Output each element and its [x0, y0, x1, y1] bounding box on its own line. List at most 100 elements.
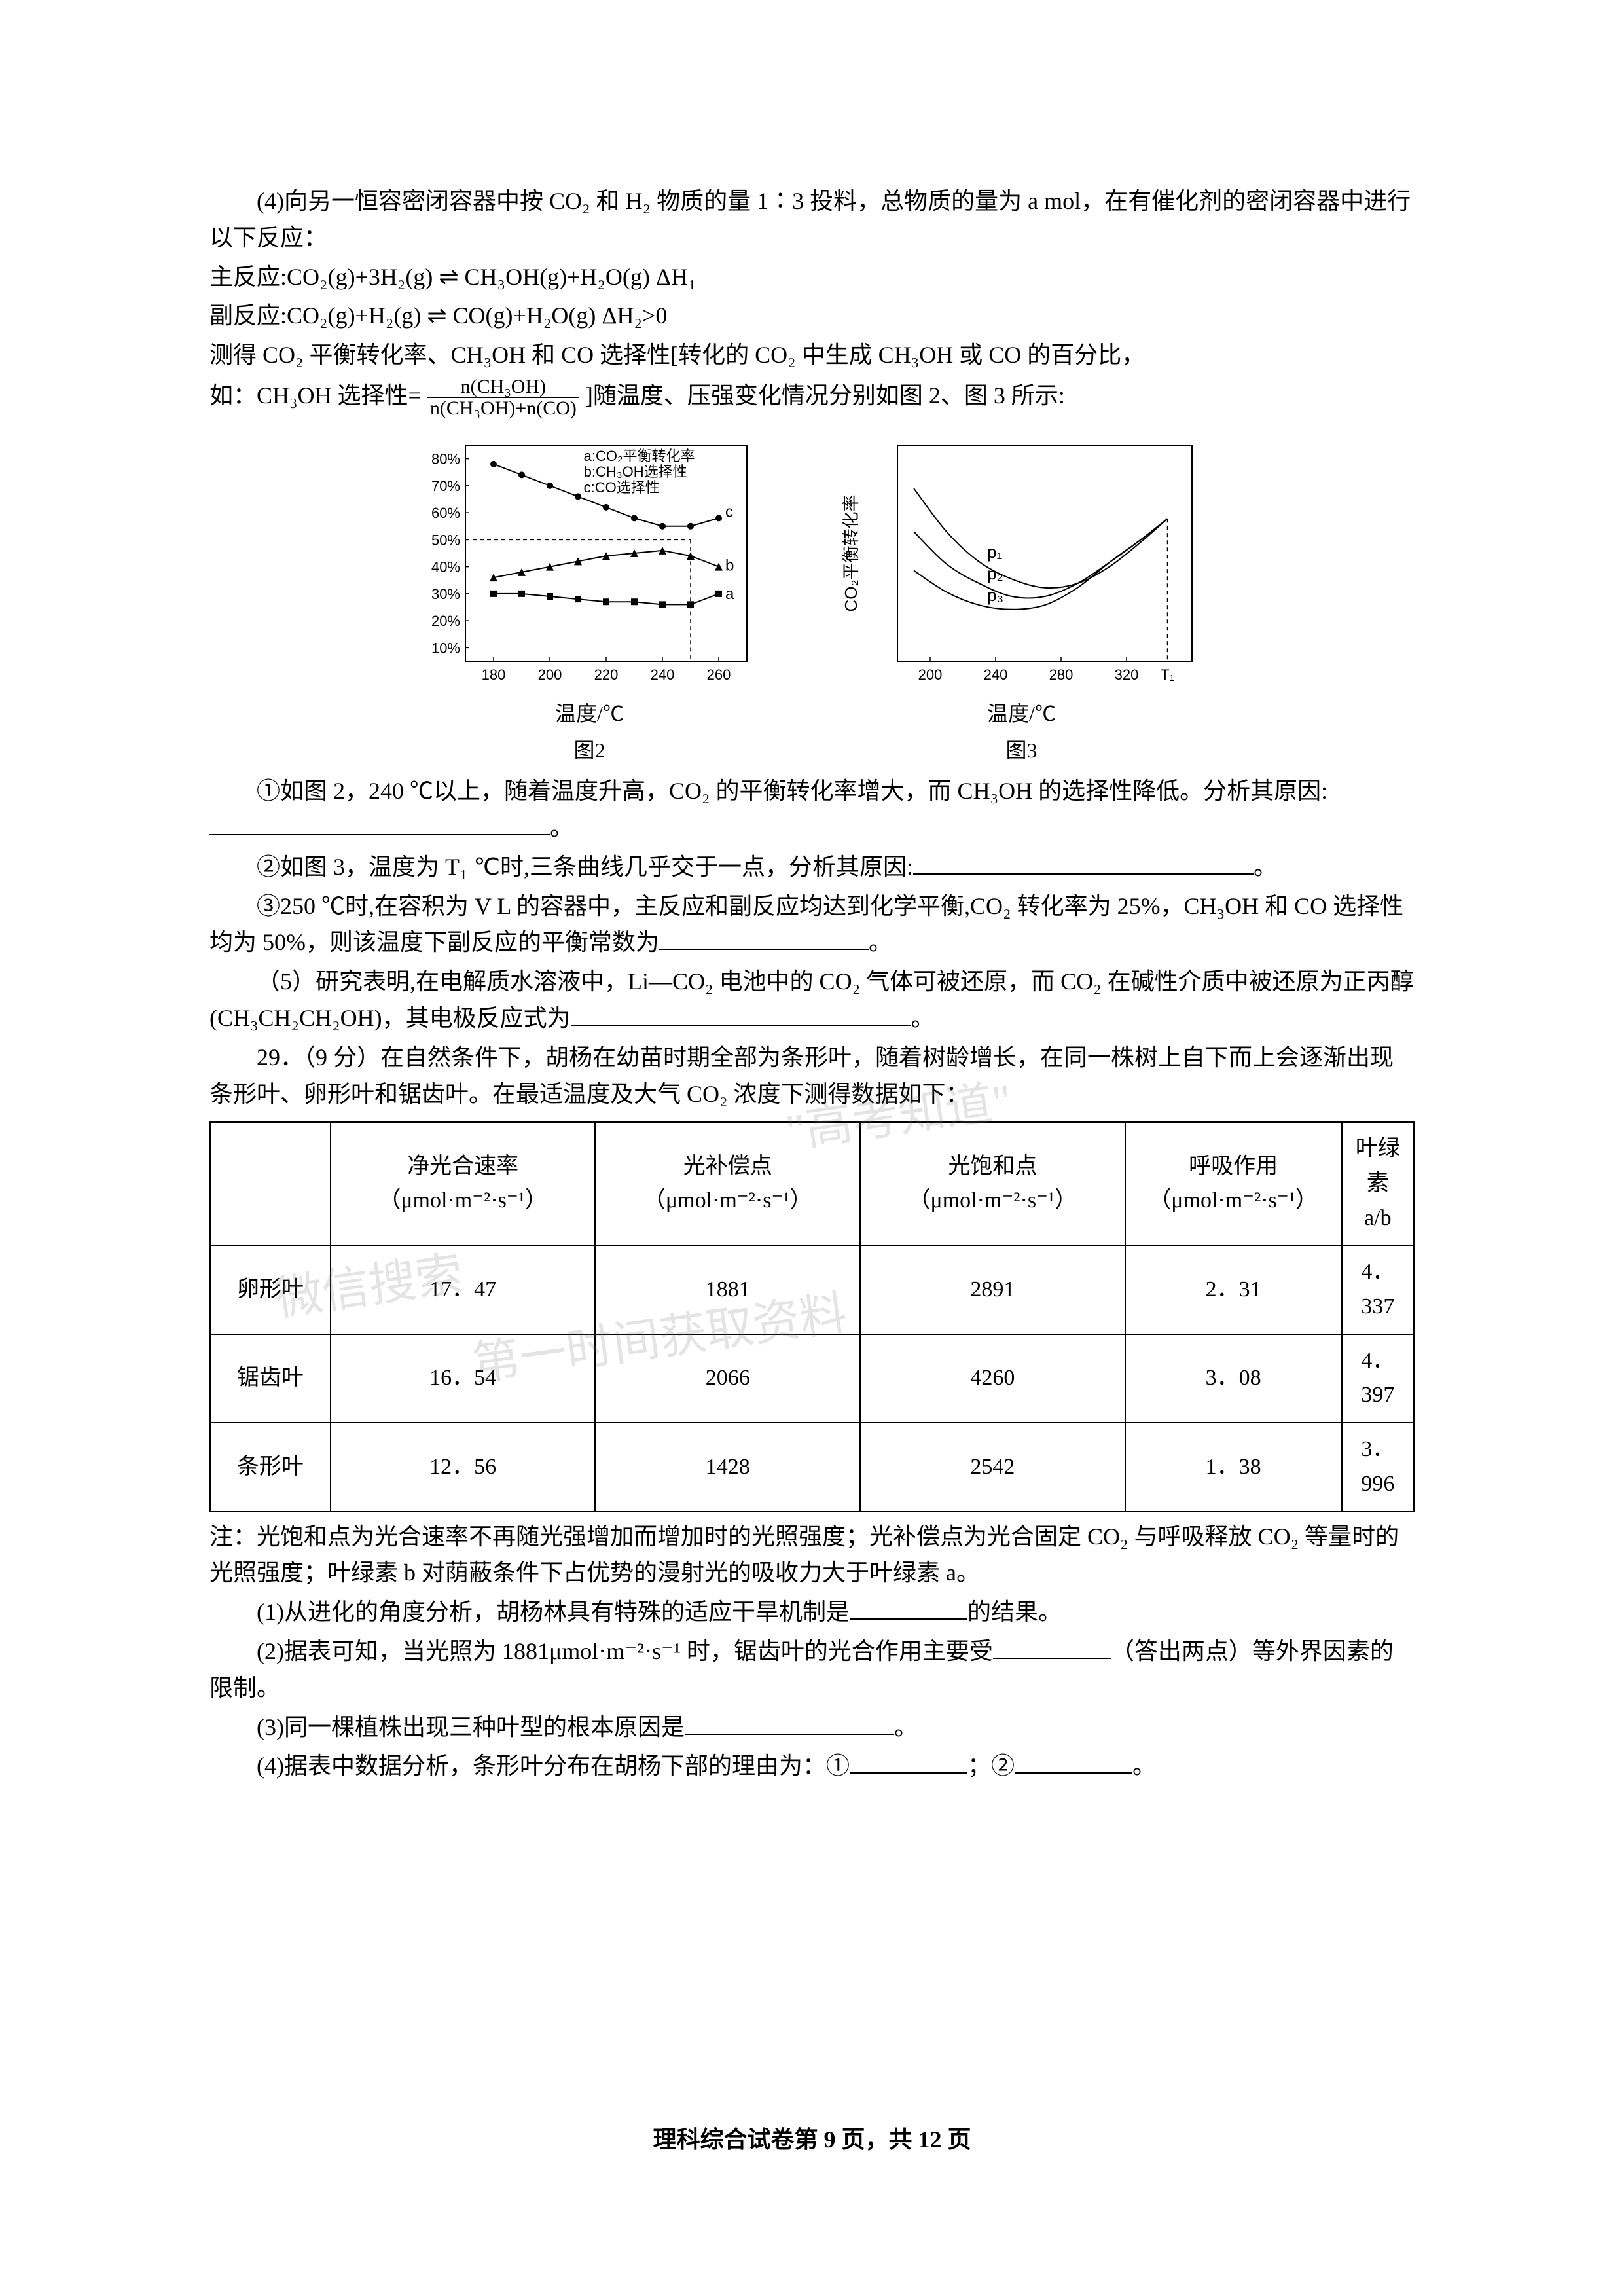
q29-4-a: (4)据表中数据分析，条形叶分布在胡杨下部的理由为：①	[257, 1753, 850, 1779]
svg-text:200: 200	[918, 666, 942, 683]
leaf-data-table: 净光合速率（μmol·m⁻²·s⁻¹）光补偿点（μmol·m⁻²·s⁻¹）光饱和…	[209, 1121, 1415, 1512]
table-header-row: 净光合速率（μmol·m⁻²·s⁻¹）光补偿点（μmol·m⁻²·s⁻¹）光饱和…	[210, 1122, 1414, 1245]
svg-text:220: 220	[594, 666, 618, 683]
q4-2: ②如图 3，温度为 T₁ ℃时,三条曲线几乎交于一点，分析其原因: 。	[209, 849, 1415, 886]
after-frac: ]随温度、压强变化情况分别如图 2、图 3 所示:	[585, 382, 1065, 409]
svg-text:200: 200	[537, 666, 562, 683]
svg-text:20%: 20%	[431, 613, 460, 629]
blank-q29-4a[interactable]	[850, 1749, 967, 1774]
table-col-4: 呼吸作用（μmol·m⁻²·s⁻¹）	[1125, 1122, 1342, 1245]
table-cell: 16．54	[331, 1334, 596, 1423]
svg-text:80%: 80%	[431, 451, 460, 467]
svg-text:320: 320	[1114, 666, 1138, 683]
table-cell: 1．38	[1125, 1423, 1342, 1511]
blank-q4-3[interactable]	[659, 925, 869, 950]
table-cell: 3．996	[1342, 1423, 1414, 1511]
svg-text:50%: 50%	[431, 532, 460, 548]
table-cell: 卵形叶	[210, 1245, 331, 1334]
fraction: n(CH₃OH) n(CH₃OH)+n(CO)	[427, 376, 579, 419]
table-col-1: 净光合速率（μmol·m⁻²·s⁻¹）	[331, 1122, 596, 1245]
main-rxn-label: 主反应:	[209, 264, 287, 290]
table-body: 卵形叶17．47188128912．314．337锯齿叶16．542066426…	[210, 1245, 1414, 1511]
table-cell: 3．08	[1125, 1334, 1342, 1423]
table-col-0	[210, 1122, 331, 1245]
table-cell: 2066	[595, 1334, 860, 1423]
chart2: 10%20%30%40%50%60%70%80%180200220240260a…	[420, 432, 760, 694]
svg-text:60%: 60%	[431, 505, 460, 521]
q4-2-text: ②如图 3，温度为 T₁ ℃时,三条曲线几乎交于一点，分析其原因:	[257, 854, 913, 880]
side-rxn-eq: CO₂(g)+H₂(g) ⇌ CO(g)+H₂O(g) ΔH₂>0	[287, 302, 667, 329]
svg-text:b: b	[725, 557, 734, 575]
chart3-title: 图3	[1005, 735, 1037, 767]
svg-text:p₂: p₂	[987, 564, 1003, 583]
table-cell: 4．337	[1342, 1245, 1414, 1334]
side-rxn: 副反应:CO₂(g)+H₂(g) ⇌ CO(g)+H₂O(g) ΔH₂>0	[209, 298, 1415, 335]
svg-text:T₁: T₁	[1161, 666, 1174, 683]
table-cell: 2891	[860, 1245, 1125, 1334]
svg-text:180: 180	[481, 666, 505, 683]
table-cell: 条形叶	[210, 1423, 331, 1511]
chart2-box: 10%20%30%40%50%60%70%80%180200220240260a…	[420, 432, 760, 767]
table-cell: 锯齿叶	[210, 1334, 331, 1423]
main-rxn: 主反应:CO₂(g)+3H₂(g) ⇌ CH₃OH(g)+H₂O(g) ΔH₁	[209, 259, 1415, 296]
period5: 。	[911, 1005, 935, 1031]
q29-1-a: (1)从进化的角度分析，胡杨林具有特殊的适应干旱机制是	[257, 1599, 850, 1625]
svg-text:70%: 70%	[431, 478, 460, 494]
svg-text:p₁: p₁	[987, 542, 1002, 562]
q29-1-b: 的结果。	[967, 1599, 1062, 1625]
svg-text:30%: 30%	[431, 586, 460, 602]
table-cell: 2542	[860, 1423, 1125, 1511]
blank-q29-3[interactable]	[685, 1710, 894, 1735]
frac-den: n(CH₃OH)+n(CO)	[427, 398, 579, 419]
svg-text:a: a	[725, 585, 734, 603]
blank-q4-5[interactable]	[571, 1001, 911, 1026]
table-cell: 12．56	[331, 1423, 596, 1511]
svg-text:CO₂平衡转化率: CO₂平衡转化率	[841, 494, 861, 611]
q29-2: (2)据表可知，当光照为 1881μmol·m⁻²·s⁻¹ 时，锯齿叶的光合作用…	[209, 1633, 1415, 1707]
svg-text:10%: 10%	[431, 640, 460, 656]
q29-4: (4)据表中数据分析，条形叶分布在胡杨下部的理由为：① ；② 。	[209, 1748, 1415, 1785]
svg-text:240: 240	[650, 666, 674, 683]
s4-intro: (4)向另一恒容密闭容器中按 CO₂ 和 H₂ 物质的量 1∶3 投料，总物质的…	[209, 183, 1415, 257]
table-col-3: 光饱和点（μmol·m⁻²·s⁻¹）	[860, 1122, 1125, 1245]
svg-text:b:CH₃OH选择性: b:CH₃OH选择性	[583, 464, 687, 480]
svg-text:240: 240	[983, 666, 1007, 683]
table-cell: 2．31	[1125, 1245, 1342, 1334]
q29-4-mid: ；②	[967, 1753, 1015, 1779]
sel-label: 如：CH₃OH 选择性=	[209, 382, 422, 409]
table-row: 锯齿叶16．54206642603．084．397	[210, 1334, 1414, 1423]
q29-2-a: (2)据表可知，当光照为 1881μmol·m⁻²·s⁻¹ 时，锯齿叶的光合作用…	[257, 1638, 993, 1664]
table-cell: 1428	[595, 1423, 860, 1511]
chart2-xlabel: 温度/℃	[555, 698, 624, 731]
table-col-2: 光补偿点（μmol·m⁻²·s⁻¹）	[595, 1122, 860, 1245]
period-q29-3: 。	[894, 1714, 918, 1740]
q4-5: （5）研究表明,在电解质水溶液中，Li—CO₂ 电池中的 CO₂ 气体可被还原，…	[209, 964, 1415, 1037]
measured-line: 测得 CO₂ 平衡转化率、CH₃OH 和 CO 选择性[转化的 CO₂ 中生成 …	[209, 337, 1415, 374]
q29-3: (3)同一棵植株出现三种叶型的根本原因是。	[209, 1709, 1415, 1746]
blank-q4-2[interactable]	[913, 850, 1254, 875]
svg-text:a:CO₂平衡转化率: a:CO₂平衡转化率	[583, 448, 695, 464]
chart3: 200 240 280 320 T₁ CO₂平衡转化率 p₁ p₂ p₃	[839, 432, 1205, 694]
svg-text:280: 280	[1049, 666, 1073, 683]
blank-q29-1[interactable]	[850, 1595, 967, 1620]
side-rxn-label: 副反应:	[209, 302, 287, 329]
q29-lead: 29．（9 分）在自然条件下，胡杨在幼苗时期全部为条形叶，随着树龄增长，在同一株…	[209, 1040, 1415, 1113]
svg-text:p₃: p₃	[987, 585, 1003, 605]
blank-q4-1[interactable]	[209, 811, 550, 835]
period-q29-4: 。	[1132, 1753, 1156, 1779]
frac-num: n(CH₃OH)	[427, 376, 579, 399]
period2: 。	[1254, 854, 1277, 880]
main-rxn-eq: CO₂(g)+3H₂(g) ⇌ CH₃OH(g)+H₂O(g) ΔH₁	[287, 264, 696, 290]
blank-q29-4b[interactable]	[1015, 1749, 1132, 1774]
chart3-xlabel: 温度/℃	[987, 698, 1056, 731]
table-row: 卵形叶17．47188128912．314．337	[210, 1245, 1414, 1334]
chart3-box: 200 240 280 320 T₁ CO₂平衡转化率 p₁ p₂ p₃ 温度/℃ 图3	[839, 432, 1205, 767]
blank-q29-2[interactable]	[993, 1634, 1111, 1659]
svg-text:c:CO选择性: c:CO选择性	[583, 479, 659, 496]
table-cell: 1881	[595, 1245, 860, 1334]
table-cell: 4．397	[1342, 1334, 1414, 1423]
chart2-title: 图2	[573, 735, 605, 767]
page-footer: 理科综合试卷第 9 页，共 12 页	[0, 2122, 1624, 2159]
q4-1-text: ①如图 2，240 ℃以上，随着温度升高，CO₂ 的平衡转化率增大，而 CH₃O…	[257, 778, 1327, 804]
exam-page: (4)向另一恒容密闭容器中按 CO₂ 和 H₂ 物质的量 1∶3 投料，总物质的…	[0, 0, 1624, 2296]
